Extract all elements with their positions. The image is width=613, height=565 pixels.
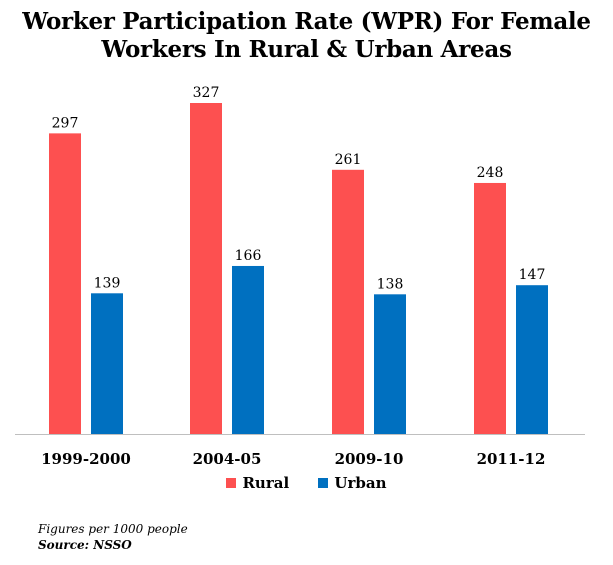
footnote: Figures per 1000 people xyxy=(38,522,188,536)
x-tick-label-2009-10: 2009-10 xyxy=(335,450,404,468)
chart-title-line-1: Worker Participation Rate (WPR) For Fema… xyxy=(22,8,591,35)
legend-label-urban: Urban xyxy=(334,474,387,492)
bar-rural-2011-12 xyxy=(474,182,506,434)
data-label-urban-2004-05: 166 xyxy=(235,248,262,264)
bar-urban-1999-2000 xyxy=(91,293,123,434)
bar-urban-2009-10 xyxy=(374,294,406,434)
chart-title: Worker Participation Rate (WPR) For Fema… xyxy=(0,8,613,64)
data-label-urban-1999-2000: 139 xyxy=(94,275,121,291)
data-label-rural-2004-05: 327 xyxy=(193,85,220,101)
legend-item-urban: Urban xyxy=(318,474,387,492)
legend-label-rural: Rural xyxy=(242,474,290,492)
data-label-rural-2009-10: 261 xyxy=(335,152,362,168)
legend-item-rural: Rural xyxy=(226,474,289,492)
x-tick-label-2011-12: 2011-12 xyxy=(477,450,546,468)
data-label-rural-2011-12: 248 xyxy=(477,165,504,181)
legend-swatch-rural xyxy=(226,478,237,488)
chart-legend: Rural Urban xyxy=(0,474,613,492)
source-note: Source: NSSO xyxy=(38,538,132,552)
bar-urban-2004-05 xyxy=(232,265,264,434)
x-tick-label-1999-2000: 1999-2000 xyxy=(41,450,131,468)
legend-swatch-urban xyxy=(318,478,329,488)
x-tick-label-2004-05: 2004-05 xyxy=(193,450,262,468)
data-label-urban-2009-10: 138 xyxy=(377,276,404,292)
data-label-rural-1999-2000: 297 xyxy=(52,115,79,131)
bar-rural-1999-2000 xyxy=(49,133,81,434)
bar-rural-2004-05 xyxy=(190,103,222,434)
data-label-urban-2011-12: 147 xyxy=(519,267,546,283)
bar-rural-2009-10 xyxy=(332,169,364,434)
bar-urban-2011-12 xyxy=(516,285,548,434)
chart-title-line-2: Workers In Rural & Urban Areas xyxy=(101,36,512,63)
bar-chart: 297 139 1999-2000 327 166 2004-05 261 138 2009-1… xyxy=(15,85,585,468)
